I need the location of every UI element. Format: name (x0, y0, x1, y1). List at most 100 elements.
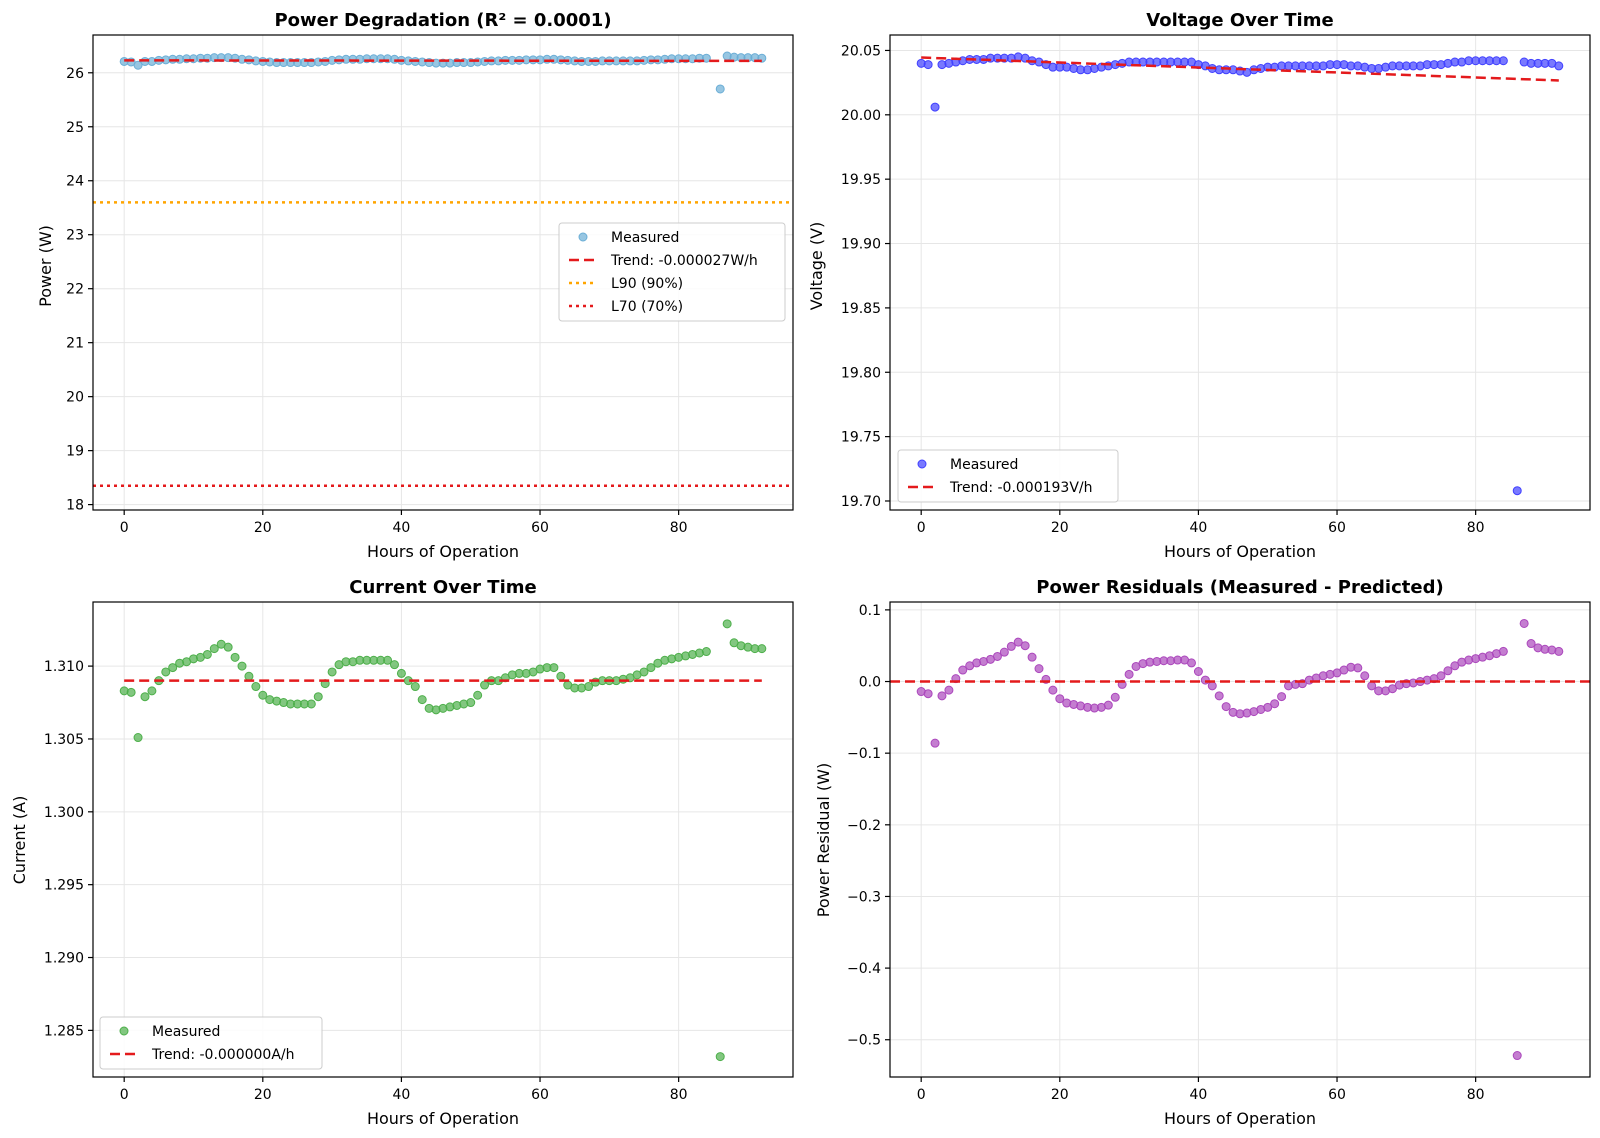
data-point (1353, 663, 1363, 673)
data-point (1055, 694, 1065, 704)
voltage-x-axis-label: Hours of Operation (1164, 542, 1316, 561)
y-tick-label: 1.310 (44, 659, 84, 675)
legend-box (99, 1016, 323, 1070)
data-point (992, 651, 1002, 661)
y-tick-label: 1.305 (44, 732, 84, 748)
y-tick-label: 20 (66, 390, 84, 406)
current-chart-title: Current Over Time (349, 577, 536, 598)
data-point (722, 619, 732, 629)
x-tick-label: 0 (120, 1087, 129, 1103)
data-point (584, 682, 594, 692)
data-point (313, 692, 323, 702)
data-point (1263, 702, 1273, 712)
x-tick-label: 80 (670, 520, 688, 536)
x-tick-label: 20 (1051, 520, 1069, 536)
data-point (202, 649, 212, 659)
data-point (1034, 664, 1044, 674)
residuals-y-axis-label: Power Residual (W) (814, 763, 833, 917)
y-tick-label: 20.05 (841, 43, 881, 59)
y-tick-label: 22 (66, 282, 84, 298)
y-tick-label: 19.95 (841, 172, 881, 188)
y-tick-label: 19.70 (841, 494, 881, 510)
residuals-x-axis-label: Hours of Operation (1164, 1109, 1316, 1128)
x-tick-label: 40 (1190, 1087, 1208, 1103)
y-tick-label: 1.285 (44, 1023, 84, 1039)
axes-frame (889, 34, 1591, 511)
residuals-chart-title: Power Residuals (Measured - Predicted) (1036, 577, 1443, 598)
axes-frame (92, 34, 794, 511)
x-tick-label: 60 (531, 1087, 549, 1103)
data-point (126, 687, 136, 697)
y-tick-label: 19.85 (841, 301, 881, 317)
plot-area (916, 52, 1564, 496)
data-point (161, 667, 171, 677)
data-point (1124, 669, 1134, 679)
x-tick-label: 60 (531, 520, 549, 536)
data-point (1512, 486, 1522, 496)
data-point (244, 671, 254, 681)
data-point (258, 690, 268, 700)
data-point (930, 102, 940, 112)
legend: Measured Trend: -0.000193V/h (897, 449, 1119, 503)
voltage-over-time-panel: Voltage Over Time Hours of Operation Vol… (807, 10, 1591, 561)
data-point (944, 685, 954, 695)
data-point (1387, 684, 1397, 694)
data-point (1020, 641, 1030, 651)
data-point (1186, 658, 1196, 668)
data-point (1512, 1051, 1522, 1061)
data-point (1498, 646, 1508, 656)
y-tick-label: 26 (66, 66, 84, 82)
y-tick-label: 0.1 (859, 603, 881, 619)
y-tick-label: 1.290 (44, 951, 84, 967)
legend-marker-measured (917, 459, 927, 469)
data-point (389, 660, 399, 670)
data-point (306, 699, 316, 709)
power-x-axis-label: Hours of Operation (367, 542, 519, 561)
data-point (223, 642, 233, 652)
y-tick-label: 0.0 (859, 675, 881, 691)
data-point (937, 691, 947, 701)
y-tick-label: 20.00 (841, 108, 881, 124)
plot-area (890, 618, 1590, 1061)
data-point (1554, 61, 1564, 71)
plot-area (119, 619, 767, 1062)
data-point (209, 644, 219, 654)
axes-frame (92, 601, 794, 1078)
legend-label: Trend: -0.000000A/h (151, 1047, 295, 1063)
y-tick-label: 19 (66, 444, 84, 460)
data-point (1048, 685, 1058, 695)
data-point (1200, 675, 1210, 685)
x-tick-label: 40 (393, 1087, 411, 1103)
data-point (251, 682, 261, 692)
data-point (701, 647, 711, 657)
legend-box (558, 222, 786, 322)
axes-frame (889, 601, 1591, 1078)
series-line-0 (921, 56, 1559, 82)
data-point (133, 60, 143, 70)
data-point (757, 644, 767, 654)
x-tick-label: 80 (670, 1087, 688, 1103)
data-point (410, 682, 420, 692)
data-point (1207, 681, 1217, 691)
data-point (1103, 700, 1113, 710)
data-point (417, 695, 427, 705)
legend-label: L70 (70%) (611, 299, 683, 315)
y-tick-label: 21 (66, 336, 84, 352)
y-tick-label: −0.5 (847, 1033, 881, 1049)
x-tick-label: 60 (1328, 1087, 1346, 1103)
legend-label: Trend: -0.000193V/h (949, 480, 1093, 496)
x-tick-label: 80 (1467, 520, 1485, 536)
x-tick-label: 80 (1467, 1087, 1485, 1103)
legend-label: Measured (152, 1024, 220, 1040)
data-point (1027, 652, 1037, 662)
legend: Measured Trend: -0.000000A/h (99, 1016, 323, 1070)
y-tick-label: −0.4 (847, 961, 881, 977)
data-point (1367, 681, 1377, 691)
y-tick-label: 18 (66, 498, 84, 514)
data-point (958, 665, 968, 675)
y-tick-label: 19.80 (841, 365, 881, 381)
legend-marker-measured (119, 1026, 129, 1036)
data-point (168, 663, 178, 673)
data-point (1554, 646, 1564, 656)
data-point (999, 647, 1009, 657)
